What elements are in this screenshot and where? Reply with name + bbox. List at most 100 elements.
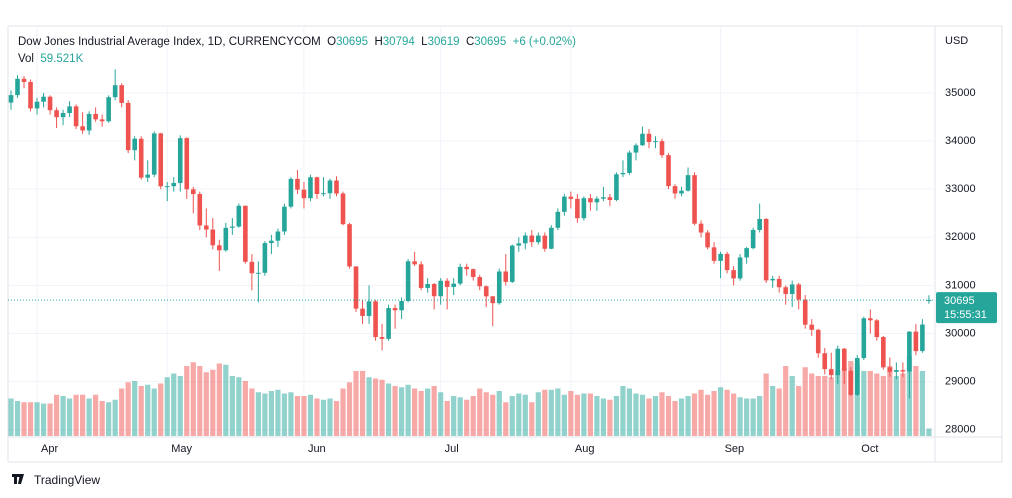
volume-bar — [353, 371, 359, 436]
candle-body — [171, 182, 177, 187]
volume-bar — [717, 387, 724, 436]
volume-bar — [314, 398, 320, 436]
candle-body — [256, 272, 261, 274]
volume-bar — [14, 401, 21, 436]
volume-bar — [34, 402, 40, 436]
last-price-label: 30695 — [944, 295, 975, 307]
volume-bar — [848, 361, 854, 436]
volume-bar — [40, 403, 47, 436]
volume-bar — [242, 381, 248, 436]
candle-body — [881, 337, 886, 368]
volume-bar — [340, 388, 346, 436]
x-tick-label: Sep — [725, 443, 745, 455]
candle-body — [815, 329, 821, 354]
volume-bar — [750, 398, 756, 436]
volume-bar — [359, 371, 366, 436]
volume-bar — [809, 373, 815, 436]
candle-body — [536, 235, 541, 243]
x-tick-label: Oct — [861, 443, 878, 455]
candle-body — [67, 106, 72, 114]
last-price-box — [936, 292, 997, 324]
candle-body — [679, 190, 684, 194]
candle-body — [438, 280, 443, 297]
brand-logo — [12, 474, 24, 484]
candle-body — [522, 235, 528, 244]
ohlc-prefix: C — [465, 36, 475, 48]
candle-body — [151, 133, 157, 175]
volume-bar — [685, 396, 691, 436]
volume-bar — [783, 366, 789, 436]
x-tick-label: May — [171, 443, 192, 455]
volume-bar — [138, 386, 144, 436]
volume-bar — [776, 388, 782, 436]
candle-body — [431, 284, 437, 297]
candle-body — [269, 240, 274, 244]
candle-body — [731, 270, 736, 279]
candle-body — [568, 196, 574, 199]
candle-body — [900, 370, 906, 372]
volume-bar — [431, 386, 437, 436]
volume-bar — [184, 366, 190, 436]
candle-body — [705, 232, 710, 248]
volume-bar — [535, 392, 541, 436]
ohlc-prefix: O — [327, 36, 337, 48]
volume-bar — [132, 381, 138, 436]
volume-bar — [412, 388, 418, 436]
y-tick-label: 30000 — [945, 327, 976, 339]
candle-body — [607, 197, 613, 201]
volume-bar — [574, 394, 580, 436]
ohlc-value: 30695 — [336, 36, 369, 48]
candle-body — [204, 225, 209, 230]
candle-body — [516, 243, 522, 246]
candle-body — [112, 85, 118, 98]
candle-body — [28, 81, 33, 109]
volume-bar — [405, 384, 411, 436]
candle-body — [718, 253, 723, 261]
volume-bar — [594, 396, 600, 436]
candle-body — [855, 358, 860, 395]
candle-body — [653, 141, 658, 143]
x-tick-label: Jul — [445, 443, 459, 455]
candle-body — [861, 318, 867, 359]
candle-body — [138, 138, 144, 178]
volume-bar — [652, 396, 659, 436]
volume-bar — [301, 396, 307, 436]
legend: Dow Jones Industrial Average Index, 1D, … — [18, 34, 576, 68]
volume-bar — [503, 402, 509, 436]
volume-bar — [731, 393, 737, 436]
volume-bar — [620, 386, 626, 436]
volume-bar — [841, 368, 847, 436]
candle-body — [334, 180, 339, 194]
volume-bar — [27, 402, 34, 436]
candle-body — [789, 284, 795, 294]
candle-body — [809, 324, 815, 330]
candle-body — [379, 337, 385, 339]
volume-bar — [626, 388, 633, 436]
volume-bar — [815, 376, 821, 436]
candle-body — [15, 78, 20, 96]
candle-body — [223, 227, 229, 251]
change-label: +6 (+0.02%) — [512, 36, 576, 48]
candle-body — [601, 197, 606, 199]
volume-bar — [770, 386, 776, 436]
volume-bar — [561, 394, 567, 436]
volume-bar — [288, 392, 294, 436]
volume-bar — [438, 392, 444, 436]
countdown-label: 15:55:31 — [944, 309, 987, 321]
volume-bar — [724, 389, 730, 436]
volume-bar — [607, 399, 613, 436]
volume-bar — [483, 392, 489, 436]
candle-body — [321, 193, 326, 195]
volume-bar — [451, 396, 457, 436]
candle-body — [41, 96, 46, 102]
legend-row: Dow Jones Industrial Average Index, 1D, … — [18, 34, 576, 51]
candle-body — [327, 180, 333, 194]
volume-bar — [171, 373, 177, 436]
volume-bar — [106, 402, 112, 436]
chart-frame — [7, 25, 1003, 463]
volume-bar — [119, 388, 125, 436]
volume-bar — [581, 393, 587, 436]
volume-bar — [210, 369, 216, 436]
candle-body — [724, 253, 730, 271]
